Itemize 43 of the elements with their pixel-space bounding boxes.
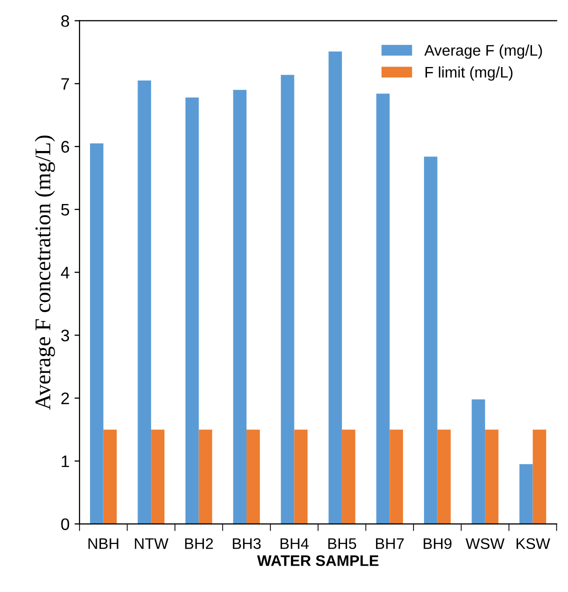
x-tick-label: KSW bbox=[516, 538, 550, 550]
y-axis-title: Average F concetration (mg/L) bbox=[34, 136, 55, 410]
x-axis-title: WATER SAMPLE bbox=[257, 555, 378, 566]
y-tick-label: 6 bbox=[61, 140, 70, 153]
bar bbox=[90, 143, 104, 524]
x-tick-label: BH3 bbox=[232, 538, 261, 550]
bar bbox=[294, 430, 308, 524]
bar bbox=[437, 430, 451, 524]
bar bbox=[424, 156, 438, 524]
bar bbox=[103, 430, 117, 524]
bar bbox=[185, 97, 199, 524]
x-tick-label: BH7 bbox=[376, 538, 404, 549]
bar bbox=[280, 74, 294, 524]
x-tick-label: WSW bbox=[466, 538, 505, 550]
y-tick-label: 1 bbox=[62, 456, 69, 468]
y-tick-label: 4 bbox=[60, 266, 70, 278]
x-tick-label: NBH bbox=[88, 538, 118, 549]
x-tick-label: BH9 bbox=[424, 538, 452, 550]
bar bbox=[246, 430, 260, 524]
bar bbox=[151, 430, 164, 524]
bar bbox=[198, 430, 212, 524]
legend-label: Average F (mg/L) bbox=[424, 44, 542, 59]
bar bbox=[519, 464, 533, 524]
bar bbox=[376, 94, 390, 524]
x-tick-label: BH4 bbox=[280, 538, 309, 549]
y-tick-label: 8 bbox=[61, 15, 70, 27]
x-tick-label: NTW bbox=[134, 538, 168, 549]
bar bbox=[138, 80, 152, 524]
y-tick-label: 0 bbox=[61, 518, 70, 530]
y-tick-label: 2 bbox=[61, 392, 69, 404]
bar bbox=[328, 52, 342, 524]
x-tick-label: BH2 bbox=[185, 538, 213, 549]
bar bbox=[472, 399, 486, 524]
bar bbox=[342, 430, 356, 524]
bar bbox=[390, 430, 404, 524]
y-tick-label: 3 bbox=[61, 330, 70, 342]
bar bbox=[233, 90, 247, 524]
y-tick-label: 5 bbox=[61, 204, 70, 216]
y-tick-label: 7 bbox=[61, 78, 69, 90]
x-tick-label: BH5 bbox=[328, 538, 356, 550]
bar bbox=[532, 430, 546, 524]
legend-label: F limit (mg/L) bbox=[426, 66, 512, 81]
bar bbox=[485, 430, 498, 524]
